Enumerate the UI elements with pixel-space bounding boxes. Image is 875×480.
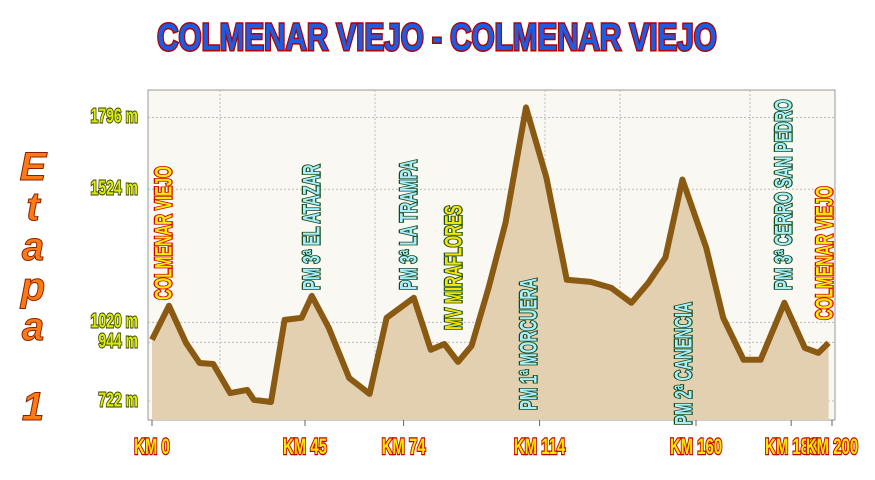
annotation: PM 3ª CERRO SAN PEDRO (771, 99, 797, 290)
x-tick-label: KM 0 (134, 434, 170, 459)
x-tick-label: KM 45 (283, 434, 327, 459)
x-tick-label: KM 200 (806, 434, 858, 459)
x-tick-label: KM 74 (382, 434, 426, 459)
y-tick-label: 1524 m (91, 176, 138, 199)
y-tick-label: 722 m (98, 388, 138, 411)
x-tick-label: KM 188 (765, 434, 817, 459)
y-tick-label: 944 m (98, 329, 138, 352)
annotation: COLMENAR VIEJO (151, 166, 177, 300)
chart-title: COLMENAR VIEJO - COLMENAR VIEJO (157, 17, 717, 59)
x-tick-label: KM 160 (670, 434, 722, 459)
area (152, 107, 829, 421)
annotation: PM 2ª CANENCIA (671, 302, 697, 425)
annotation: PM 3ª EL ATAZAR (299, 164, 325, 290)
y-tick-label: 1796 m (91, 104, 138, 127)
annotation: PM 1ª MORCUERA (516, 278, 542, 410)
stage-label: Etapa 1 (11, 145, 56, 426)
annotation: PM 3ª LA TRAMPA (396, 160, 422, 290)
annotation: COLMENAR VIEJO (812, 186, 838, 320)
line (149, 104, 831, 405)
y-tick-label: 1020 m (91, 309, 138, 332)
annotation: MV MIRAFLORES (441, 205, 467, 330)
x-tick-label: KM 114 (514, 434, 566, 459)
